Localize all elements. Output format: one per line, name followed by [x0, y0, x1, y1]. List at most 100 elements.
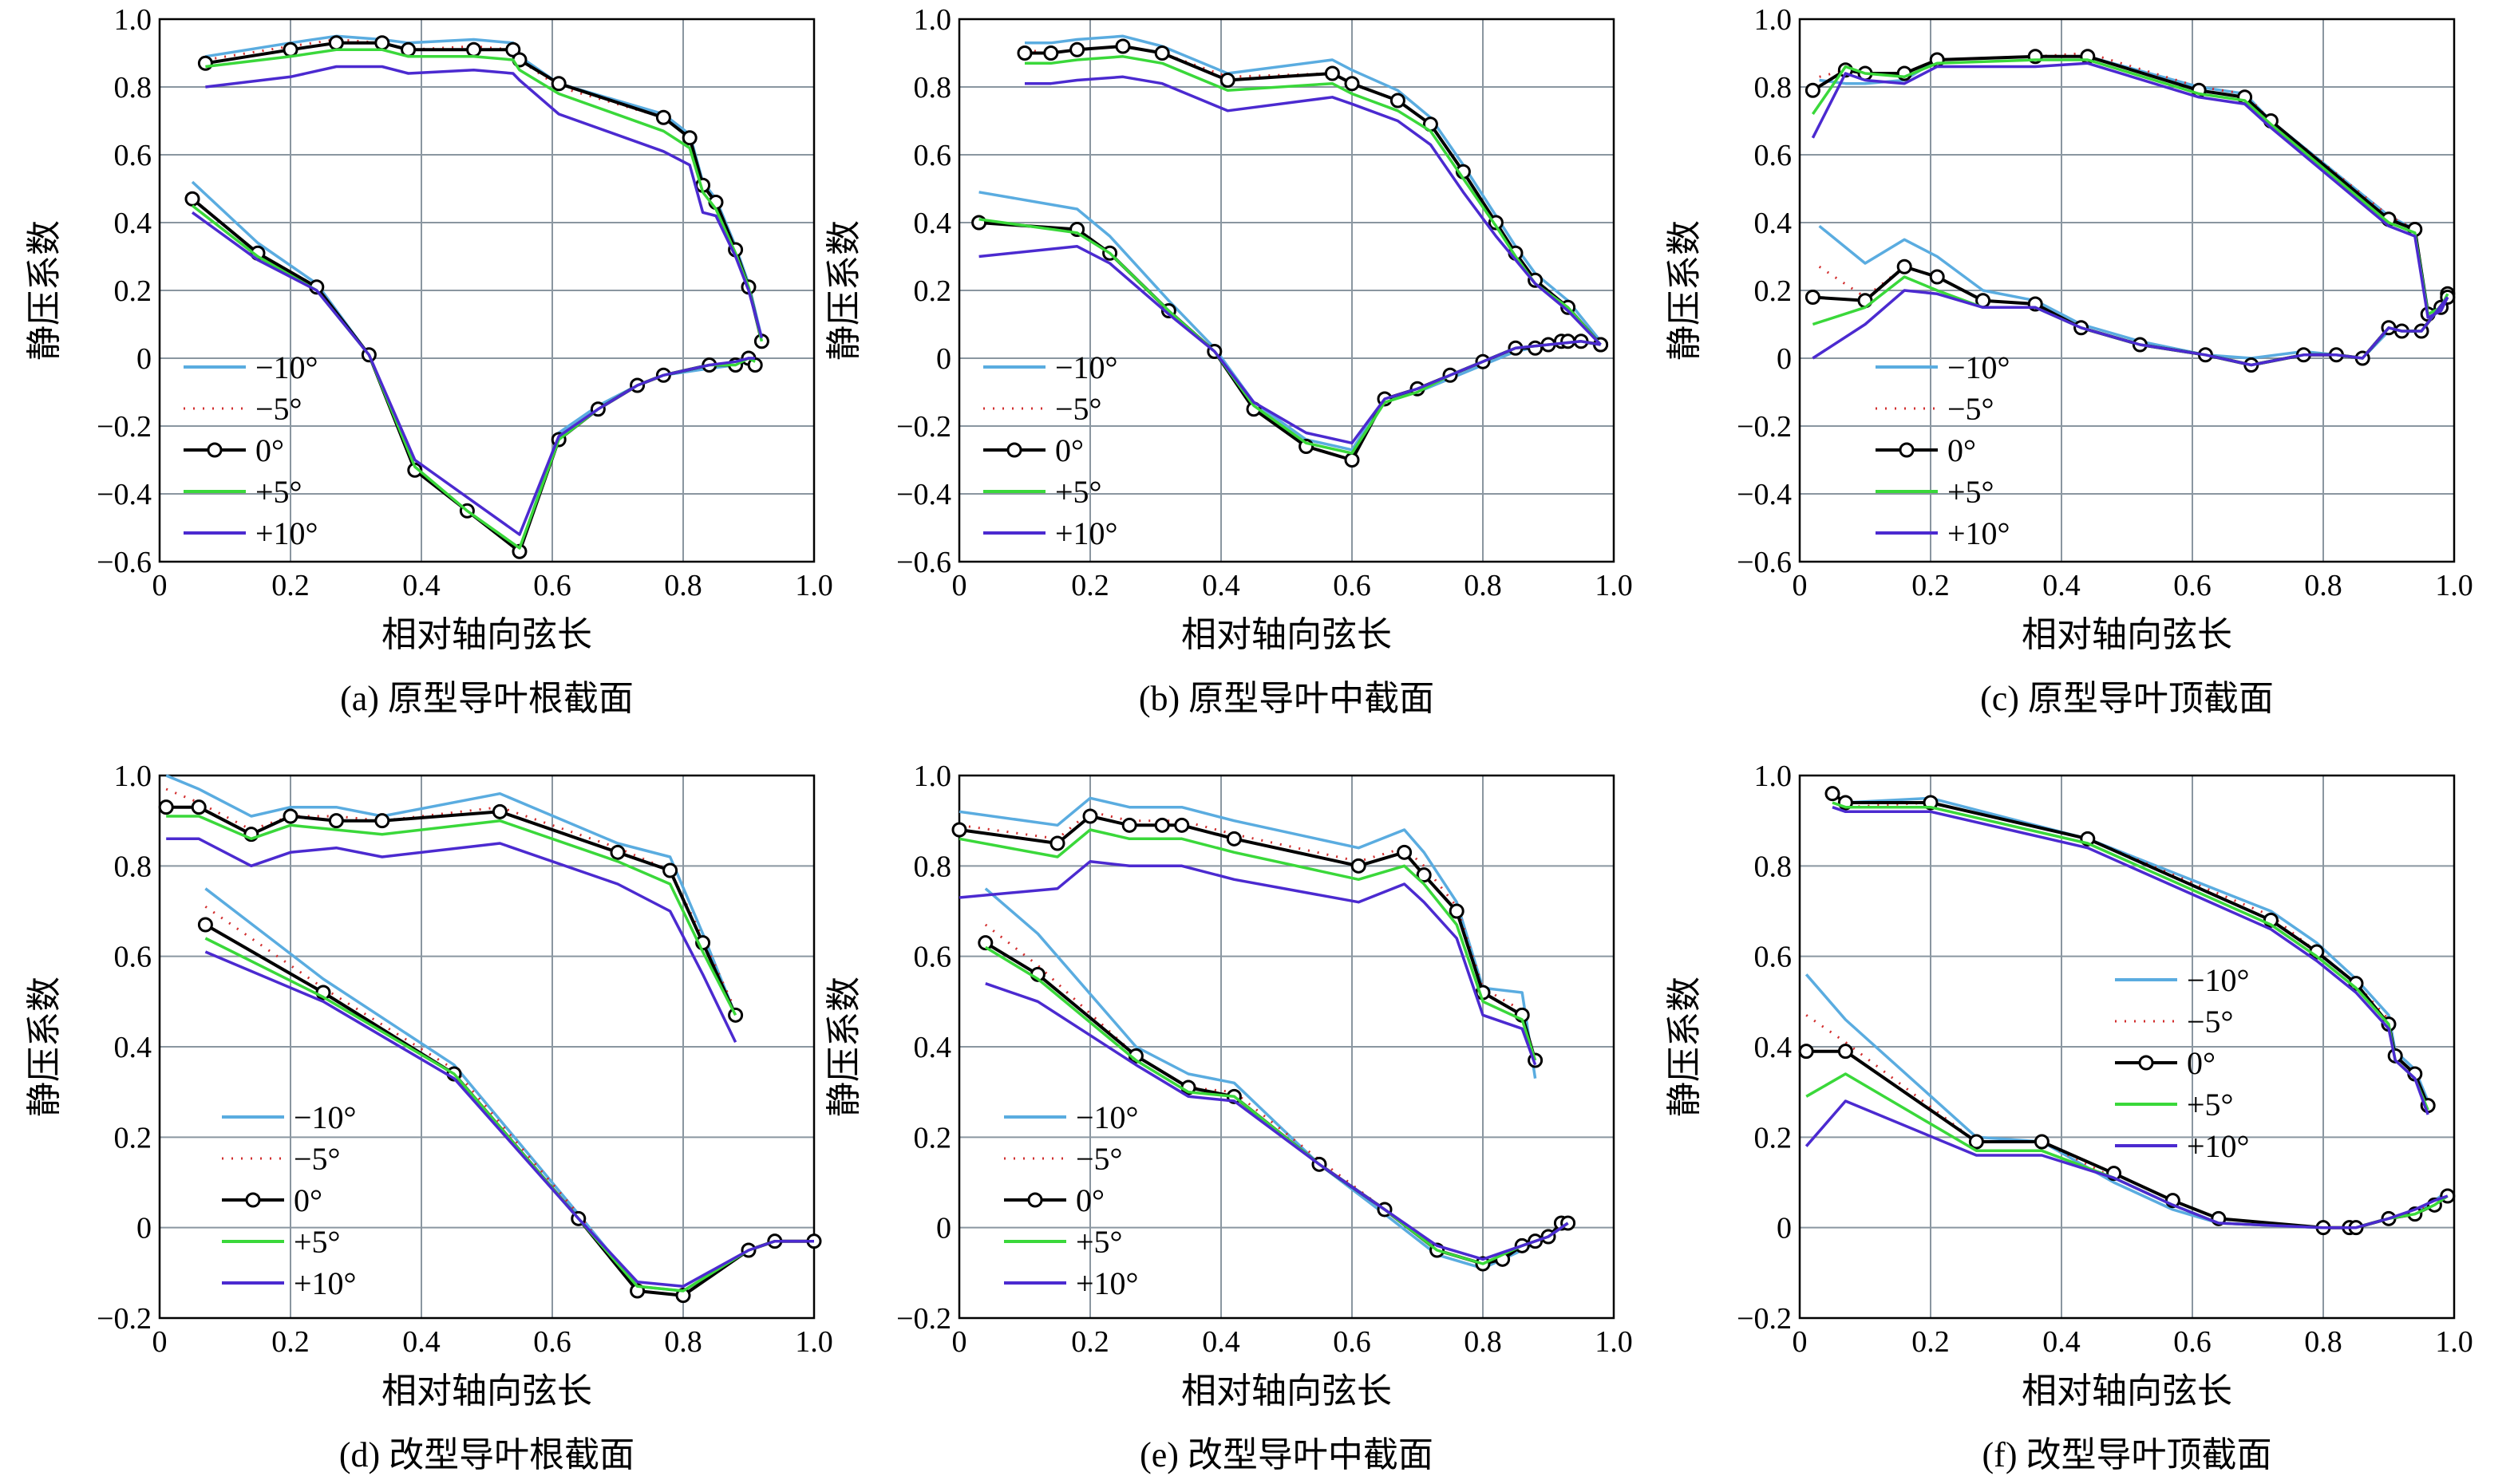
x-axis-label: 相对轴向弦长 [2022, 1372, 2232, 1411]
x-tick-label: 1.0 [1595, 1325, 1633, 1359]
series-line-p10-suction-side [985, 982, 1569, 1261]
x-tick-label: 0.6 [1333, 569, 1371, 602]
series-line-p10-pressure-side [166, 837, 737, 1044]
y-tick-label: 0.8 [914, 850, 952, 883]
series-line-m10-suction-side [1804, 973, 2449, 1229]
series-line-p10-pressure-side [959, 859, 1537, 1066]
x-tick-label: 0.8 [664, 569, 702, 602]
legend-label: 0° [1076, 1182, 1105, 1218]
x-tick-label: 0 [952, 569, 967, 602]
data-point-0deg [1043, 45, 1059, 61]
legend-label: 0° [255, 432, 284, 468]
legend-label: +10° [255, 515, 318, 551]
data-point-0deg [1049, 835, 1065, 851]
legend: −10° −5° 0° +5° +10° [983, 349, 1118, 551]
data-point-0deg [1115, 38, 1131, 54]
legend-label: −5° [255, 391, 302, 427]
y-tick-label: −0.4 [97, 478, 152, 511]
data-point-0deg [971, 215, 987, 231]
y-tick-label: −0.2 [97, 1302, 152, 1336]
x-axis-label: 相对轴向弦长 [381, 1372, 592, 1411]
panel-caption: (c) 原型导叶顶截面 [1980, 679, 2274, 718]
panel-caption: (d) 改型导叶根截面 [339, 1435, 634, 1474]
x-axis-label: 相对轴向弦长 [1181, 615, 1392, 654]
data-point-0deg [1837, 1044, 1853, 1060]
y-tick-label: 0.4 [914, 207, 952, 240]
series-line-m10-pressure-side [205, 34, 764, 338]
data-point-0deg [1824, 786, 1840, 802]
data-point-0deg [1344, 76, 1360, 92]
y-tick-label: 0 [936, 342, 951, 376]
y-tick-label: 0.8 [1754, 71, 1793, 105]
y-tick-label: 1.0 [114, 760, 152, 793]
series-line-m10-pressure-side [1025, 34, 1602, 342]
data-point-0deg [1324, 65, 1340, 81]
x-tick-label: 0.2 [1071, 569, 1109, 602]
data-point-0deg [1929, 269, 1945, 285]
data-point-0deg [728, 1007, 744, 1023]
data-point-0deg [675, 1288, 691, 1304]
chart-panel-1: 0 0.2 0.4 0.6 0.8 1.0 −0.6 −0.4 −0.2 0 0.2 0.4 0.6 0.… [25, 3, 833, 718]
panel-caption: (e) 改型导叶中截面 [1140, 1435, 1433, 1474]
series-line-m10-pressure-side [165, 774, 737, 1016]
series-line-m10-pressure-side [1819, 55, 2449, 313]
legend-label: −10° [255, 349, 318, 385]
x-tick-label: 1.0 [2435, 569, 2473, 602]
y-tick-label: 0.6 [1754, 941, 1793, 974]
x-tick-label: 0.2 [1911, 1325, 1950, 1359]
x-tick-label: 1.0 [795, 1325, 833, 1359]
data-point-0deg [191, 799, 207, 815]
data-point-0deg [283, 808, 298, 824]
legend-label: +10° [1076, 1265, 1139, 1301]
y-tick-label: 0.2 [914, 1121, 952, 1154]
data-point-0deg [1069, 41, 1085, 57]
y-tick-label: −0.2 [97, 410, 152, 444]
y-tick-label: 0 [136, 342, 152, 376]
data-point-0deg [197, 917, 213, 933]
data-point-0deg [2034, 1134, 2050, 1150]
y-tick-label: 0.2 [114, 274, 152, 308]
y-tick-label: −0.2 [1737, 1302, 1792, 1336]
y-tick-label: 0.6 [114, 941, 152, 974]
x-tick-label: 1.0 [795, 569, 833, 602]
y-tick-label: −0.2 [1737, 410, 1792, 444]
x-tick-label: 0.8 [664, 1325, 702, 1359]
legend-label: +5° [1947, 474, 1994, 510]
plot-frame [158, 18, 816, 563]
series-line-p10-suction-side [978, 245, 1601, 445]
y-tick-label: 0 [1777, 1212, 1792, 1245]
y-axis-label: 静压系数 [1665, 977, 1704, 1117]
series-line-z0-pressure-side [205, 41, 764, 342]
data-point-0deg [1968, 1134, 1984, 1150]
x-tick-label: 0.6 [1333, 1325, 1371, 1359]
chart-panel-4: 0 0.2 0.4 0.6 0.8 1.0−0.200.20.40.60.81.0相对轴向… [25, 760, 833, 1474]
data-point-0deg [1397, 844, 1413, 860]
legend-label: 0° [294, 1182, 322, 1218]
x-tick-label: 0.6 [2173, 569, 2212, 602]
legend-label: −10° [294, 1099, 357, 1135]
x-tick-label: 0.4 [1202, 569, 1240, 602]
data-point-0deg [197, 55, 213, 71]
data-point-0deg [158, 799, 174, 815]
legend-label: +5° [2187, 1087, 2234, 1123]
data-point-0deg [492, 803, 508, 819]
data-point-0deg [662, 862, 678, 878]
legend-label: 0° [1055, 432, 1084, 468]
x-tick-label: 0.4 [1202, 1325, 1240, 1359]
chart-panel-2: 0 0.2 0.4 0.6 0.8 1.0 −0.6 −0.4 −0.2 0 0.2 0.4 0.6 0.… [824, 3, 1633, 718]
y-tick-label: −0.2 [896, 1302, 951, 1336]
series-line-p5-pressure-side [166, 815, 737, 1016]
y-tick-label: 1.0 [114, 3, 152, 37]
x-tick-label: 0.2 [271, 569, 310, 602]
chart-panel-3: 0 0.2 0.4 0.6 0.8 1.0 −0.6 −0.4 −0.2 0 0.2 0.4 0.6 0.… [1665, 3, 2473, 718]
data-point-0deg [1154, 817, 1170, 833]
series-line-p10-pressure-side [1025, 75, 1602, 346]
y-tick-label: 0.4 [114, 1031, 152, 1064]
data-point-0deg [1219, 73, 1235, 88]
series-line-p5-suction-side [1805, 1072, 2449, 1229]
chart-panel-6: 0 0.2 0.4 0.6 0.8 1.0−0.200.20.40.60.81.0相对轴向… [1665, 760, 2473, 1474]
data-point-0deg [1226, 831, 1242, 847]
legend-marker-0deg [1006, 442, 1022, 458]
data-point-0deg [328, 813, 344, 829]
